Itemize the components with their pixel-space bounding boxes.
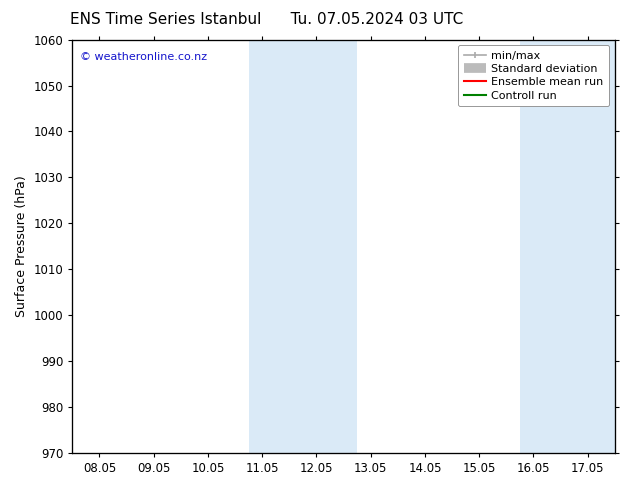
Text: ENS Time Series Istanbul      Tu. 07.05.2024 03 UTC: ENS Time Series Istanbul Tu. 07.05.2024 … xyxy=(70,12,463,27)
Bar xyxy=(249,40,357,453)
Legend: min/max, Standard deviation, Ensemble mean run, Controll run: min/max, Standard deviation, Ensemble me… xyxy=(458,45,609,106)
Text: © weatheronline.co.nz: © weatheronline.co.nz xyxy=(81,52,207,62)
Y-axis label: Surface Pressure (hPa): Surface Pressure (hPa) xyxy=(15,175,28,317)
Bar xyxy=(520,40,615,453)
